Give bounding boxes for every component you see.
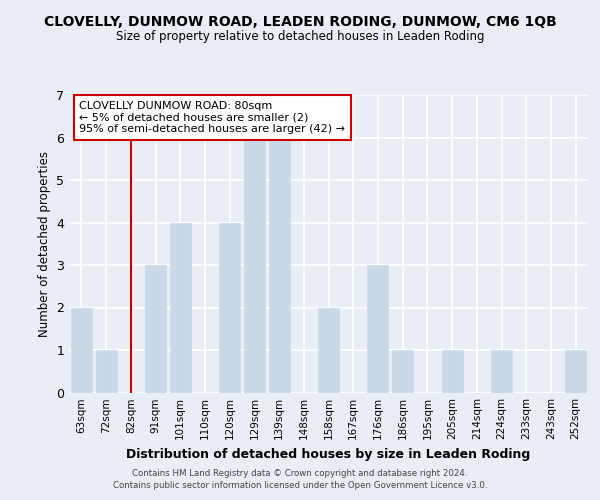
Text: CLOVELLY DUNMOW ROAD: 80sqm
← 5% of detached houses are smaller (2)
95% of semi-: CLOVELLY DUNMOW ROAD: 80sqm ← 5% of deta… — [79, 101, 346, 134]
Bar — [269, 138, 290, 392]
Text: Contains public sector information licensed under the Open Government Licence v3: Contains public sector information licen… — [113, 480, 487, 490]
Bar — [565, 350, 586, 393]
Bar — [71, 308, 92, 392]
Y-axis label: Number of detached properties: Number of detached properties — [38, 151, 50, 337]
Bar — [145, 265, 166, 392]
Bar — [95, 350, 116, 393]
Bar — [442, 350, 463, 393]
X-axis label: Distribution of detached houses by size in Leaden Roding: Distribution of detached houses by size … — [127, 448, 530, 461]
Bar — [244, 138, 265, 392]
Bar — [392, 350, 413, 393]
Text: Size of property relative to detached houses in Leaden Roding: Size of property relative to detached ho… — [116, 30, 484, 43]
Bar — [491, 350, 512, 393]
Bar — [367, 265, 388, 392]
Text: CLOVELLY, DUNMOW ROAD, LEADEN RODING, DUNMOW, CM6 1QB: CLOVELLY, DUNMOW ROAD, LEADEN RODING, DU… — [44, 16, 556, 30]
Text: Contains HM Land Registry data © Crown copyright and database right 2024.: Contains HM Land Registry data © Crown c… — [132, 470, 468, 478]
Bar — [318, 308, 339, 392]
Bar — [170, 222, 191, 392]
Bar — [219, 222, 240, 392]
